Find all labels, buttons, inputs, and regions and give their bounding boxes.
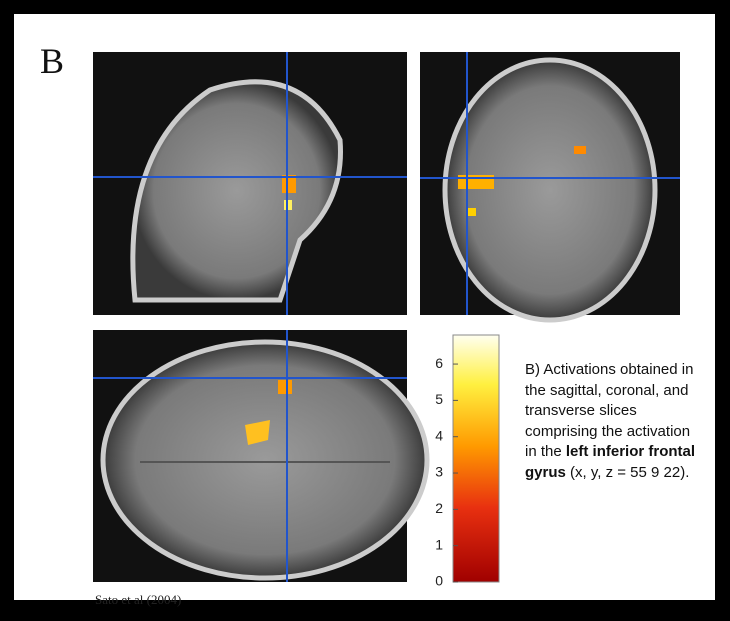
- colorbar: [453, 335, 499, 582]
- tick-label: 0: [435, 573, 443, 589]
- sagittal-slice: [93, 52, 407, 315]
- transverse-slice: [93, 330, 427, 582]
- figure: 0 1 2 3 4 5 6: [0, 0, 730, 621]
- tick-label: 4: [435, 427, 443, 443]
- caption: B) Activations obtained in the sagittal,…: [525, 360, 697, 483]
- tick-label: 2: [435, 500, 443, 516]
- caption-text: (x, y, z = 55 9 22).: [570, 464, 689, 481]
- citation: Sato et al (2004): [95, 592, 181, 608]
- tick-label: 5: [435, 391, 443, 407]
- page: B 0123456 B) Activations obtai: [0, 0, 730, 621]
- tick-label: 3: [435, 464, 443, 480]
- tick-label: 1: [435, 536, 443, 552]
- coronal-slice: [420, 52, 680, 320]
- tick-label: 6: [435, 355, 443, 371]
